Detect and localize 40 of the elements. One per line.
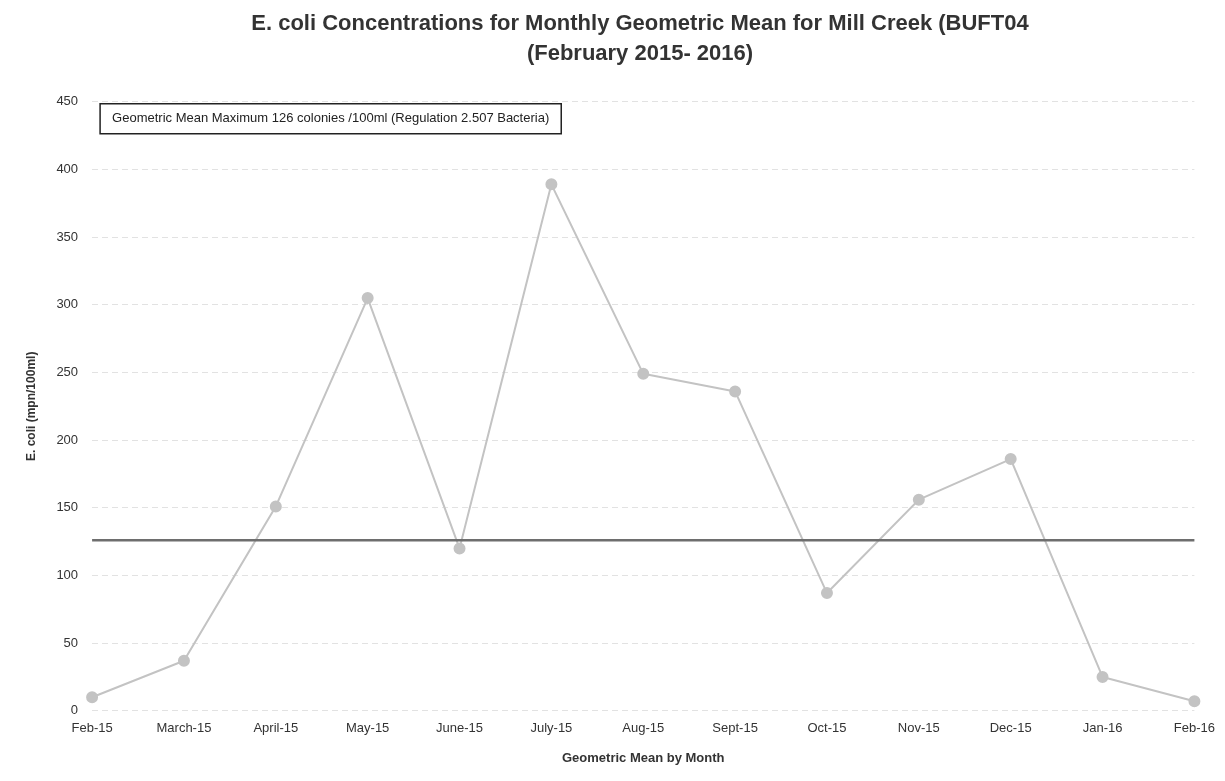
- x-tick-label: Jan-16: [1082, 720, 1123, 736]
- point: [637, 367, 650, 380]
- y-tick-label: 450: [56, 93, 79, 109]
- point: [729, 385, 742, 398]
- point: [1188, 695, 1201, 708]
- point: [269, 500, 282, 513]
- point: [545, 178, 558, 191]
- point: [912, 493, 925, 506]
- y-tick-label: 150: [56, 499, 79, 515]
- y-tick-label: 50: [63, 634, 79, 650]
- x-tick-label: April-15: [253, 720, 299, 736]
- y-tick-label: 0: [70, 702, 79, 718]
- y-axis-title: E. coli (mpn/100ml): [23, 351, 38, 461]
- y-tick-label: 400: [56, 161, 79, 177]
- point: [453, 542, 466, 555]
- point: [177, 654, 190, 667]
- chart-title: E. coli Concentrations for Monthly Geometric Mean for Mill Creek (BUFT04 (February 2015- 2016): [250, 9, 1030, 67]
- x-tick-label: Dec-15: [989, 720, 1032, 736]
- y-tick-label: 200: [56, 431, 79, 447]
- point: [820, 587, 833, 600]
- point: [1004, 453, 1017, 466]
- x-tick-label: May-15: [345, 720, 390, 736]
- x-tick-label: July-15: [530, 720, 573, 736]
- point: [1096, 670, 1109, 683]
- y-tick-label: 300: [56, 296, 79, 312]
- x-tick-label: Aug-15: [622, 720, 665, 736]
- x-tick-label: Oct-15: [807, 720, 847, 736]
- y-tick-label: 350: [56, 228, 79, 244]
- x-tick-label: March-15: [156, 720, 212, 736]
- point: [361, 292, 374, 305]
- y-tick-label: 250: [56, 364, 79, 380]
- x-tick-label: Nov-15: [897, 720, 940, 736]
- x-tick-label: Sept-15: [712, 720, 758, 736]
- point: [86, 691, 99, 704]
- x-tick-label: Feb-16: [1173, 720, 1216, 736]
- x-tick-label: June-15: [436, 720, 484, 736]
- annotation: Geometric Mean Maximum 126 colonies /100ml (Regulation 2.507 Bacteria): [112, 110, 550, 126]
- y-tick-label: 100: [56, 567, 79, 583]
- x-tick-label: Feb-15: [71, 720, 113, 736]
- x-axis-title: Geometric Mean by Month: [561, 749, 725, 765]
